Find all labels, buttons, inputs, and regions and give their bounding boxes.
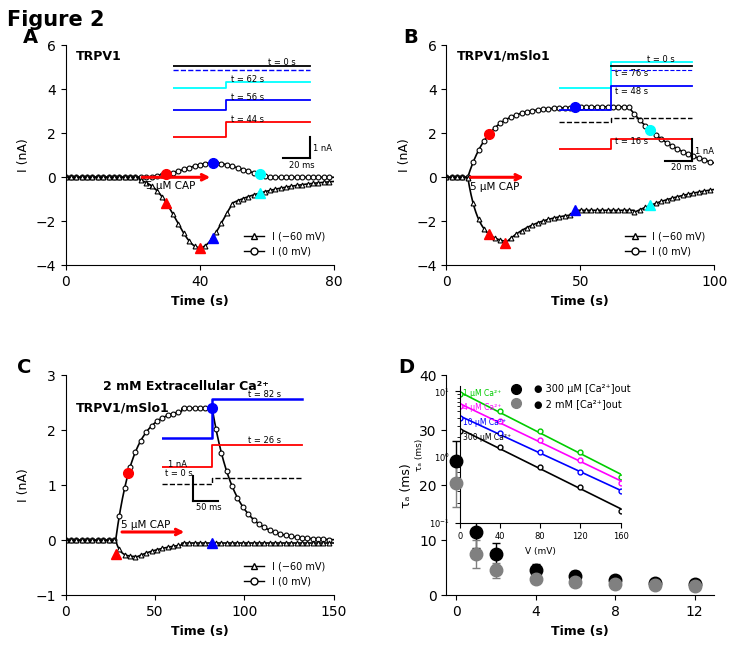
Text: C: C xyxy=(17,358,32,377)
Text: TRPV1: TRPV1 xyxy=(77,50,122,63)
Text: TRPV1/mSlo1: TRPV1/mSlo1 xyxy=(457,50,551,63)
X-axis label: Time (s): Time (s) xyxy=(171,624,228,637)
Y-axis label: τₐ (ms): τₐ (ms) xyxy=(400,463,413,508)
X-axis label: Time (s): Time (s) xyxy=(552,624,609,637)
Text: TRPV1/mSlo1: TRPV1/mSlo1 xyxy=(77,402,170,415)
Legend: I (−60 mV), I (0 mV): I (−60 mV), I (0 mV) xyxy=(621,228,709,260)
Legend: ● 300 μM [Ca²⁺]out, ● 2 mM [Ca²⁺]out: ● 300 μM [Ca²⁺]out, ● 2 mM [Ca²⁺]out xyxy=(503,380,634,413)
Text: 5 μM CAP: 5 μM CAP xyxy=(470,182,520,192)
X-axis label: Time (s): Time (s) xyxy=(171,294,228,307)
Text: B: B xyxy=(403,28,418,47)
Legend: I (−60 mV), I (0 mV): I (−60 mV), I (0 mV) xyxy=(241,228,329,260)
Text: Figure 2: Figure 2 xyxy=(7,10,105,30)
Text: 5 μM CAP: 5 μM CAP xyxy=(121,520,171,530)
Y-axis label: I (nA): I (nA) xyxy=(17,468,30,502)
X-axis label: Time (s): Time (s) xyxy=(552,294,609,307)
Text: A: A xyxy=(23,28,38,47)
Legend: I (−60 mV), I (0 mV): I (−60 mV), I (0 mV) xyxy=(241,558,329,590)
Text: 5 μM CAP: 5 μM CAP xyxy=(146,181,195,192)
Y-axis label: I (nA): I (nA) xyxy=(397,138,410,172)
Text: D: D xyxy=(398,358,414,377)
Text: 2 mM Extracellular Ca²⁺: 2 mM Extracellular Ca²⁺ xyxy=(103,380,269,393)
Y-axis label: I (nA): I (nA) xyxy=(17,138,30,172)
